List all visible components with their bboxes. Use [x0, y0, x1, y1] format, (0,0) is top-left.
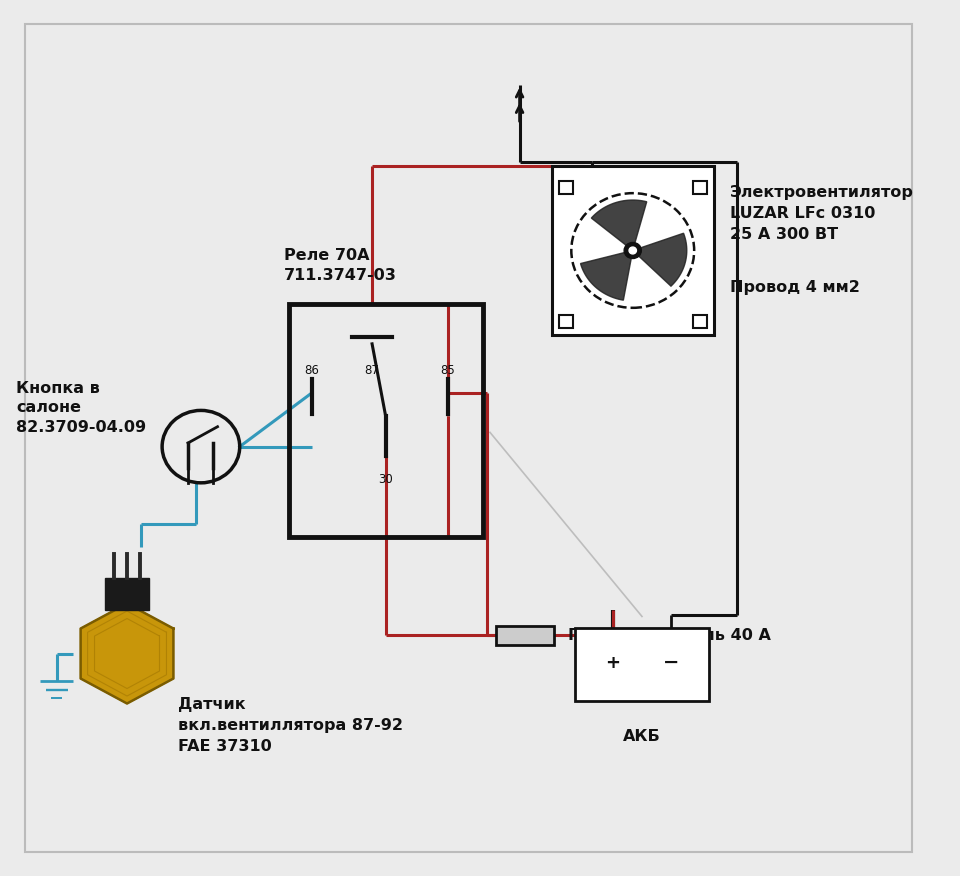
Text: 86: 86	[304, 364, 320, 377]
Text: Провод 4 мм2: Провод 4 мм2	[731, 280, 860, 295]
Text: АКБ: АКБ	[623, 729, 660, 744]
Text: −: −	[663, 653, 680, 673]
Text: 85: 85	[441, 364, 455, 377]
Bar	[496, 626, 554, 645]
Text: Кнопка в
салоне
82.3709-04.09: Кнопка в салоне 82.3709-04.09	[16, 380, 146, 435]
Text: Электровентилятор
LUZAR LFc 0310
25 А 300 ВТ: Электровентилятор LUZAR LFc 0310 25 А 30…	[731, 185, 914, 242]
Bar	[575, 628, 708, 701]
Bar	[693, 181, 708, 194]
Text: 87: 87	[365, 364, 379, 377]
Polygon shape	[581, 252, 632, 300]
Bar	[560, 181, 573, 194]
Circle shape	[624, 243, 641, 258]
Text: Предохранитель 40 А: Предохранитель 40 А	[567, 628, 771, 643]
Text: Датчик
вкл.вентиллятора 87-92
FAE 37310: Датчик вкл.вентиллятора 87-92 FAE 37310	[178, 696, 403, 753]
Polygon shape	[591, 200, 647, 246]
Text: Реле 70А
711.3747-03: Реле 70А 711.3747-03	[284, 248, 396, 283]
Polygon shape	[638, 233, 686, 286]
Polygon shape	[81, 604, 174, 703]
Bar	[105, 577, 149, 611]
Bar	[552, 166, 713, 335]
Circle shape	[629, 247, 636, 254]
Text: 30: 30	[378, 473, 393, 486]
Text: +: +	[605, 653, 620, 672]
Bar	[560, 314, 573, 328]
Bar	[693, 314, 708, 328]
Bar	[289, 304, 483, 537]
